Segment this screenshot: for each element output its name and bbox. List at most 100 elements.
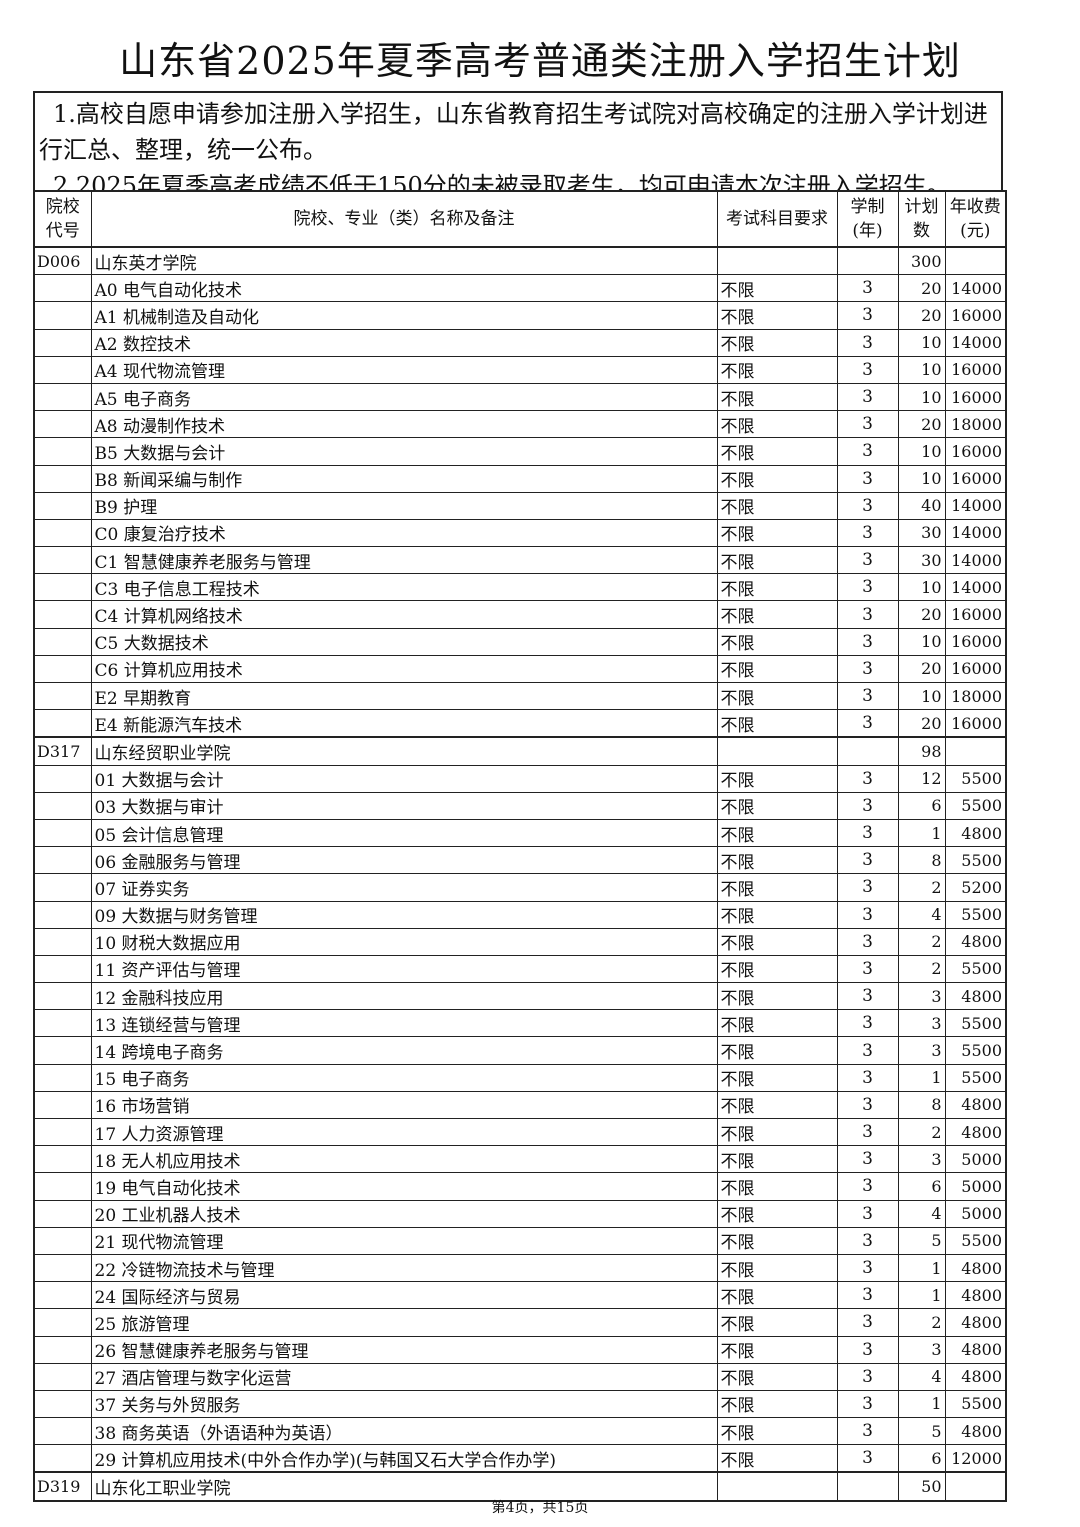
annual-fee-cell: 4800 xyxy=(944,927,1007,956)
header-years: 学制(年) xyxy=(836,190,899,248)
name-cell: C4 计算机网络技术 xyxy=(90,600,718,629)
subject-requirement-cell: 不限 xyxy=(716,1145,838,1174)
school-code-cell xyxy=(33,1253,92,1283)
name-cell: 11 资产评估与管理 xyxy=(90,954,718,984)
plan-count-cell: 1 xyxy=(897,818,946,848)
annual-fee-cell: 5200 xyxy=(944,873,1007,902)
subject-requirement-cell: 不限 xyxy=(716,846,838,875)
years-cell: 3 xyxy=(836,1090,899,1120)
major-row: C6 计算机应用技术 不限 3 20 16000 xyxy=(33,654,1007,684)
subject-requirement-cell xyxy=(716,736,838,766)
annual-fee-cell: 4800 xyxy=(944,818,1007,848)
annual-fee-cell: 16000 xyxy=(944,464,1007,493)
subject-requirement-cell: 不限 xyxy=(716,954,838,984)
plan-count-cell: 10 xyxy=(897,573,946,602)
name-cell: 山东化工职业学院 xyxy=(90,1471,718,1502)
major-row: C0 康复治疗技术 不限 3 30 14000 xyxy=(33,518,1007,548)
plan-count-cell: 3 xyxy=(897,1036,946,1065)
school-code-cell xyxy=(33,1117,92,1147)
name-cell: B5 大数据与会计 xyxy=(90,437,718,466)
school-code-cell xyxy=(33,301,92,330)
subject-requirement-cell: 不限 xyxy=(716,600,838,629)
subject-requirement-cell: 不限 xyxy=(716,1090,838,1120)
subject-requirement-cell: 不限 xyxy=(716,1009,838,1038)
school-code-cell xyxy=(33,518,92,548)
plan-count-cell: 2 xyxy=(897,1308,946,1337)
annual-fee-cell: 5500 xyxy=(944,791,1007,820)
school-code-cell xyxy=(33,491,92,520)
name-cell: A4 现代物流管理 xyxy=(90,355,718,384)
plan-count-cell: 10 xyxy=(897,328,946,357)
notice-item: 2.2025年夏季高考成绩不低于150分的未被录取考生，均可申请本次注册入学招生… xyxy=(53,172,951,190)
school-code-cell xyxy=(33,1199,92,1228)
annual-fee-cell: 4800 xyxy=(944,1253,1007,1283)
school-code-cell xyxy=(33,437,92,466)
school-code-cell xyxy=(33,1009,92,1038)
subject-requirement-cell: 不限 xyxy=(716,328,838,357)
years-cell xyxy=(836,246,899,276)
major-row: 20 工业机器人技术 不限 3 4 5000 xyxy=(33,1199,1007,1228)
years-cell: 3 xyxy=(836,681,899,711)
annual-fee-cell: 4800 xyxy=(944,1117,1007,1147)
years-cell: 3 xyxy=(836,900,899,929)
annual-fee-cell: 16000 xyxy=(944,301,1007,330)
subject-requirement-cell: 不限 xyxy=(716,1117,838,1147)
annual-fee-cell: 16000 xyxy=(944,355,1007,384)
name-cell: 03 大数据与审计 xyxy=(90,791,718,820)
major-row: B5 大数据与会计 不限 3 10 16000 xyxy=(33,437,1007,466)
name-cell: A0 电气自动化技术 xyxy=(90,274,718,303)
annual-fee-cell: 18000 xyxy=(944,410,1007,439)
school-code-cell xyxy=(33,681,92,711)
name-cell: 27 酒店管理与数字化运营 xyxy=(90,1362,718,1391)
annual-fee-cell: 16000 xyxy=(944,654,1007,684)
years-cell: 3 xyxy=(836,518,899,548)
name-cell: C3 电子信息工程技术 xyxy=(90,573,718,602)
major-row: A5 电子商务 不限 3 10 16000 xyxy=(33,382,1007,412)
page-title: 山东省2025年夏季高考普通类注册入学招生计划 xyxy=(119,39,961,83)
plan-count-cell: 10 xyxy=(897,627,946,656)
years-cell: 3 xyxy=(836,573,899,602)
school-code-cell xyxy=(33,1335,92,1364)
subject-requirement-cell: 不限 xyxy=(716,709,838,738)
subject-requirement-cell: 不限 xyxy=(716,1335,838,1364)
years-cell: 3 xyxy=(836,1362,899,1391)
plan-count-cell: 10 xyxy=(897,437,946,466)
plan-count-cell: 10 xyxy=(897,681,946,711)
annual-fee-cell: 12000 xyxy=(944,1444,1007,1473)
school-code-cell xyxy=(33,355,92,384)
subject-requirement-cell: 不限 xyxy=(716,437,838,466)
school-code-cell xyxy=(33,274,92,303)
annual-fee-cell: 5500 xyxy=(944,954,1007,984)
subject-requirement-cell: 不限 xyxy=(716,546,838,575)
major-row: 01 大数据与会计 不限 3 12 5500 xyxy=(33,764,1007,793)
name-cell: C5 大数据技术 xyxy=(90,627,718,656)
school-code-cell xyxy=(33,1389,92,1419)
name-cell: C0 康复治疗技术 xyxy=(90,518,718,548)
header-subject-requirement: 考试科目要求 xyxy=(716,190,838,248)
annual-fee-cell: 14000 xyxy=(944,274,1007,303)
plan-count-cell: 4 xyxy=(897,1199,946,1228)
school-code-cell xyxy=(33,927,92,956)
plan-count-cell: 3 xyxy=(897,1009,946,1038)
school-code-cell xyxy=(33,654,92,684)
plan-count-cell: 20 xyxy=(897,301,946,330)
plan-count-cell: 20 xyxy=(897,709,946,738)
subject-requirement-cell: 不限 xyxy=(716,491,838,520)
plan-count-cell: 6 xyxy=(897,791,946,820)
years-cell: 3 xyxy=(836,301,899,330)
plan-count-cell: 2 xyxy=(897,873,946,902)
years-cell: 3 xyxy=(836,873,899,902)
plan-count-cell: 10 xyxy=(897,382,946,412)
plan-count-cell: 3 xyxy=(897,1145,946,1174)
school-code-cell xyxy=(33,1226,92,1255)
name-cell: 07 证券实务 xyxy=(90,873,718,902)
plan-count-cell: 30 xyxy=(897,546,946,575)
years-cell: 3 xyxy=(836,954,899,984)
annual-fee-cell: 14000 xyxy=(944,573,1007,602)
name-cell: A5 电子商务 xyxy=(90,382,718,412)
subject-requirement-cell: 不限 xyxy=(716,1389,838,1419)
school-code-cell xyxy=(33,1145,92,1174)
years-cell: 3 xyxy=(836,1444,899,1473)
annual-fee-cell: 4800 xyxy=(944,1090,1007,1120)
major-row: 03 大数据与审计 不限 3 6 5500 xyxy=(33,791,1007,820)
